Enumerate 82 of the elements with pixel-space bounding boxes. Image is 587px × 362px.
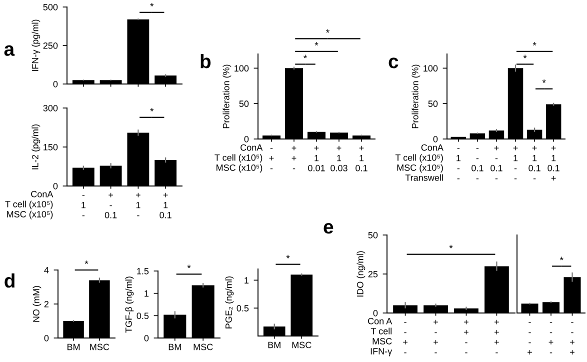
text: * bbox=[326, 29, 330, 33]
annotation: * bbox=[560, 256, 564, 260]
y-tick-label: 50 bbox=[368, 232, 378, 238]
y-tick-label: 50 bbox=[428, 100, 438, 107]
y-tick-label: 0 bbox=[433, 136, 438, 142]
y-tick-label: 250 bbox=[43, 42, 58, 49]
y-tick-label: 100 bbox=[234, 65, 249, 72]
y-axis-title: IFN-γ (pg/ml) bbox=[32, 20, 40, 71]
y-tick-label: 1 bbox=[244, 277, 249, 284]
text: * bbox=[314, 42, 318, 46]
x-tick-label: BM bbox=[68, 344, 80, 350]
x-axis-title: ConA T cell (x10⁵) MSC (x10⁵) Transwell bbox=[395, 144, 444, 181]
chart-title: c bbox=[388, 58, 398, 68]
x-tick-label: MSC bbox=[90, 344, 110, 350]
y-tick-label: 2 bbox=[44, 300, 49, 308]
x-tick-label: + 1 0.1 - bbox=[528, 146, 540, 180]
x-tick-label: + + - - bbox=[464, 320, 468, 354]
y-tick-label: 1 bbox=[144, 290, 149, 297]
text: * bbox=[532, 42, 536, 46]
x-tick-label: + - 0.1 - bbox=[490, 146, 502, 180]
y-tick-label: 0.5 bbox=[236, 305, 249, 312]
text: * bbox=[286, 254, 290, 258]
x-tick-label: BM bbox=[268, 342, 280, 348]
x-tick-label: + - 0.1 bbox=[104, 192, 117, 218]
chart-title: e bbox=[324, 223, 334, 234]
y-axis-title: IDO (ng/ml) bbox=[356, 251, 366, 296]
x-tick-label: - + - bbox=[269, 148, 274, 170]
y-tick-label: 150 bbox=[44, 144, 58, 150]
annotation: * bbox=[542, 79, 546, 83]
text: a bbox=[4, 45, 15, 56]
y-tick-label: 0 bbox=[44, 334, 49, 342]
x-tick-label: MSC bbox=[292, 342, 312, 348]
x-tick-label: + + + - bbox=[494, 320, 499, 354]
x-tick-label: - - + - bbox=[548, 322, 554, 354]
x-tick-label: + 1 0.1 + bbox=[548, 146, 560, 180]
x-tick-label: + 1 - bbox=[136, 192, 140, 216]
y-tick-label: 50 bbox=[239, 100, 249, 107]
x-tick-label: + 1 - - bbox=[513, 146, 518, 180]
y-tick-label: 100 bbox=[424, 65, 438, 72]
annotation: * bbox=[523, 54, 527, 58]
annotation: * bbox=[304, 54, 307, 58]
y-tick-label: 300 bbox=[43, 104, 58, 112]
text: * bbox=[150, 2, 154, 6]
y-tick-label: 1.5 bbox=[137, 268, 149, 274]
x-tick-label: - - 0.1 - bbox=[472, 148, 484, 180]
y-tick-label: 0 bbox=[144, 334, 149, 342]
text: * bbox=[84, 260, 88, 264]
x-tick-label: - - + - bbox=[403, 322, 408, 354]
x-tick-label: MSC bbox=[194, 344, 213, 350]
x-tick-label: + 1 0.1 bbox=[160, 192, 172, 218]
y-tick-label: 0 bbox=[244, 136, 249, 142]
x-axis-title: ConA T cell (x10⁵) MSC (x10⁵) bbox=[214, 144, 263, 173]
chart-title: d bbox=[4, 273, 14, 288]
y-axis-title: NO (mM) bbox=[32, 286, 42, 322]
y-axis-title: PGE₂ (ng/ml) bbox=[225, 276, 234, 328]
x-axis-title: ConA T cell (x10⁵) MSC (x10⁵) bbox=[5, 190, 54, 220]
y-tick-label: 0 bbox=[373, 310, 378, 316]
x-tick-label: - - - + bbox=[528, 322, 532, 354]
chart-title: b bbox=[200, 54, 211, 68]
y-tick-label: 0 bbox=[53, 80, 58, 88]
x-tick-label: - - + + bbox=[570, 322, 574, 354]
x-tick-label: + - + - bbox=[434, 320, 438, 354]
text: * bbox=[187, 264, 191, 268]
x-tick-label: + 1 0.1 bbox=[356, 146, 368, 172]
x-axis-title: Con A T cell MSC IFN-γ bbox=[368, 318, 392, 356]
x-tick-label: - 1 - bbox=[82, 195, 86, 216]
x-tick-label: + + - bbox=[292, 146, 296, 170]
annotation: * bbox=[150, 108, 154, 112]
x-tick-label: BM bbox=[168, 344, 181, 350]
y-axis-title: TGF-β (ng/ml) bbox=[125, 276, 134, 333]
x-tick-label: - 1 - - bbox=[456, 148, 460, 180]
y-tick-label: 0.5 bbox=[136, 312, 149, 320]
y-tick-label: 4 bbox=[44, 267, 49, 274]
annotation: * bbox=[449, 244, 453, 248]
x-tick-label: + 1 0.03 bbox=[330, 146, 348, 172]
y-axis-title: Proliferation (%) bbox=[222, 64, 232, 128]
y-axis-title: IL-2 (pg/ml) bbox=[32, 124, 40, 170]
y-tick-label: 0 bbox=[53, 182, 58, 190]
y-tick-label: 25 bbox=[368, 270, 378, 278]
y-tick-label: 500 bbox=[43, 4, 58, 10]
x-tick-label: + 1 0.01 bbox=[308, 146, 325, 172]
y-axis-title: Proliferation (%) bbox=[412, 64, 420, 128]
